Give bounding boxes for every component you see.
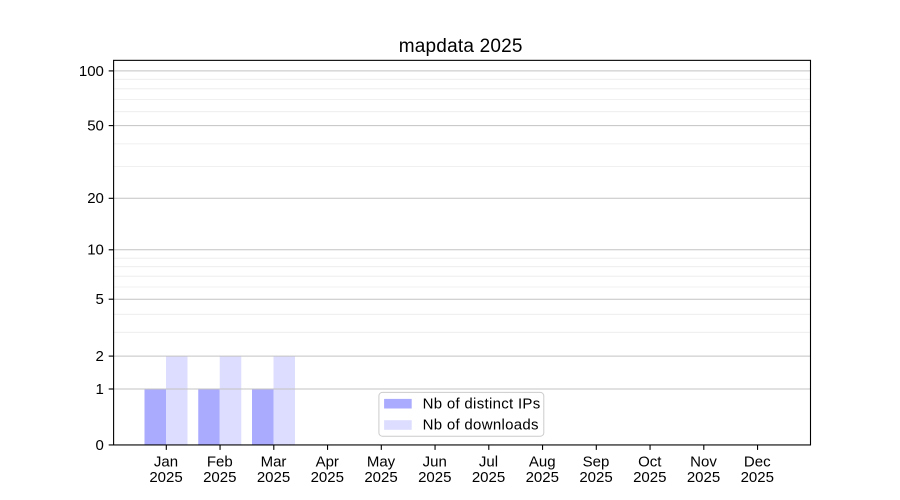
svg-text:2025: 2025 — [418, 469, 451, 486]
svg-text:2025: 2025 — [472, 469, 505, 486]
svg-text:100: 100 — [79, 63, 104, 80]
svg-text:Apr: Apr — [316, 454, 339, 471]
svg-text:Jul: Jul — [479, 454, 498, 471]
svg-text:Nb of downloads: Nb of downloads — [423, 417, 539, 434]
svg-text:Oct: Oct — [638, 454, 662, 471]
svg-text:Nov: Nov — [690, 454, 717, 471]
svg-text:0: 0 — [96, 437, 104, 454]
svg-text:2025: 2025 — [311, 469, 344, 486]
svg-text:2025: 2025 — [364, 469, 397, 486]
svg-text:Aug: Aug — [529, 454, 556, 471]
svg-text:50: 50 — [87, 118, 104, 135]
svg-text:20: 20 — [87, 190, 104, 207]
svg-text:5: 5 — [96, 291, 104, 308]
svg-text:2025: 2025 — [633, 469, 666, 486]
svg-text:2025: 2025 — [687, 469, 720, 486]
svg-text:Mar: Mar — [261, 454, 287, 471]
svg-text:2025: 2025 — [526, 469, 559, 486]
svg-text:Feb: Feb — [207, 454, 233, 471]
svg-text:1: 1 — [96, 381, 104, 398]
svg-text:Jun: Jun — [423, 454, 447, 471]
svg-text:Nb of distinct IPs: Nb of distinct IPs — [423, 395, 541, 412]
svg-text:Jan: Jan — [154, 454, 178, 471]
svg-text:mapdata 2025: mapdata 2025 — [399, 36, 523, 57]
svg-text:2025: 2025 — [203, 469, 236, 486]
svg-text:2025: 2025 — [579, 469, 612, 486]
svg-text:10: 10 — [87, 242, 104, 259]
svg-text:2025: 2025 — [257, 469, 290, 486]
svg-text:2025: 2025 — [741, 469, 774, 486]
svg-text:Dec: Dec — [744, 454, 771, 471]
svg-text:2: 2 — [96, 348, 104, 365]
svg-text:May: May — [367, 454, 396, 471]
svg-text:2025: 2025 — [149, 469, 182, 486]
svg-text:Sep: Sep — [583, 454, 610, 471]
